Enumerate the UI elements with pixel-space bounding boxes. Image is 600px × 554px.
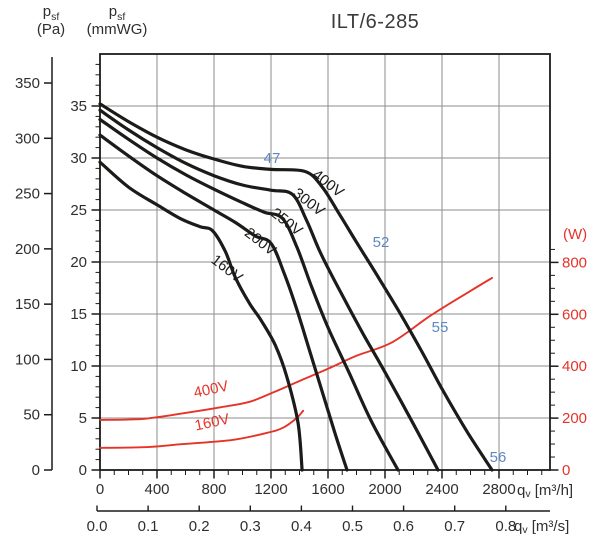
m3s-tick-label-0.7: 0.7 xyxy=(444,518,465,535)
noise-label-56: 56 xyxy=(490,449,507,466)
pressure-curves xyxy=(98,102,494,472)
mmwg-symbol: p xyxy=(108,3,118,20)
m3h-tick-label-1600: 1600 xyxy=(311,481,344,498)
watts-tick-label-800: 800 xyxy=(562,254,587,271)
pa-tick-label-0: 0 xyxy=(32,462,40,479)
mmwg-tick-label-15: 15 xyxy=(70,306,87,323)
mmwg-symbol-subscript: sf xyxy=(117,11,126,23)
mmwg-tick-label-0: 0 xyxy=(79,462,87,479)
m3s-tick-label-0.2: 0.2 xyxy=(189,518,210,535)
mmwg-tick-label-10: 10 xyxy=(70,358,87,375)
watts-tick-label-400: 400 xyxy=(562,358,587,375)
page-title: ILT/6-285 xyxy=(330,11,420,33)
mmwg-tick-label-35: 35 xyxy=(70,98,87,115)
mmwg-axis-symbol: psf xyxy=(80,3,154,23)
mmwg-tick-label-20: 20 xyxy=(70,254,87,271)
noise-label-52: 52 xyxy=(373,234,390,251)
power-curve-400v xyxy=(99,277,493,421)
pressure-curve-200v xyxy=(98,133,349,472)
m3h-tick-label-1200: 1200 xyxy=(254,481,287,498)
m3s-tick-label-0.5: 0.5 xyxy=(342,518,363,535)
m3h-axis-unit-label: qv [m³/h] xyxy=(517,482,573,500)
pressure-curve-400v xyxy=(98,102,494,472)
watts-tick-label-200: 200 xyxy=(562,410,587,427)
watts-tick-label-0: 0 xyxy=(562,462,570,479)
m3s-tick-label-0.0: 0.0 xyxy=(87,518,108,535)
m3s-tick-label-0.1: 0.1 xyxy=(138,518,159,535)
m3h-tick-label-2800: 2800 xyxy=(482,481,515,498)
m3h-tick-label-0: 0 xyxy=(96,481,104,498)
pressure-curve-160v xyxy=(98,160,304,472)
pressure-curve-250v xyxy=(98,117,400,472)
mmwg-unit-label: (mmWG) xyxy=(86,21,148,38)
pa-unit-label: (Pa) xyxy=(36,21,66,38)
mmwg-tick-label-30: 30 xyxy=(70,150,87,167)
pressure-curve-300v xyxy=(98,108,440,472)
pa-tick-label-250: 250 xyxy=(15,186,40,203)
m3s-tick-label-0.6: 0.6 xyxy=(393,518,414,535)
pa-tick-label-50: 50 xyxy=(23,407,40,424)
power-curve-label-160v: 160V xyxy=(193,411,231,435)
watts-tick-label-600: 600 xyxy=(562,306,587,323)
pa-symbol-subscript: sf xyxy=(51,11,60,23)
noise-label-47: 47 xyxy=(264,150,281,167)
watts-axis-unit-label: (W) xyxy=(563,226,587,243)
pa-tick-label-150: 150 xyxy=(15,296,40,313)
mmwg-axis-title: psf (mmWG) xyxy=(80,3,154,39)
pa-symbol: p xyxy=(42,3,52,20)
m3s-tick-label-0.3: 0.3 xyxy=(240,518,261,535)
mmwg-tick-label-5: 5 xyxy=(79,410,87,427)
power-curve-label-400v: 400V xyxy=(192,378,230,402)
axes: 0510152025303505010015020025030035002004… xyxy=(15,53,587,536)
m3h-tick-label-800: 800 xyxy=(201,481,226,498)
pa-tick-label-300: 300 xyxy=(15,130,40,147)
pa-tick-label-350: 350 xyxy=(15,75,40,92)
m3s-tick-label-0.4: 0.4 xyxy=(291,518,312,535)
mmwg-tick-label-25: 25 xyxy=(70,202,87,219)
noise-label-55: 55 xyxy=(432,319,449,336)
gridlines xyxy=(100,54,550,470)
m3s-axis-unit-label: qv [m³/s] xyxy=(514,518,569,536)
pa-tick-label-100: 100 xyxy=(15,351,40,368)
pa-axis-symbol: psf xyxy=(28,3,74,23)
m3h-tick-label-2400: 2400 xyxy=(425,481,458,498)
pressure-curve-label-200v: 200V xyxy=(241,224,279,259)
pressure-curve-label-300v: 300V xyxy=(290,185,328,220)
pa-axis-title: psf (Pa) xyxy=(28,3,74,39)
m3h-tick-label-2000: 2000 xyxy=(368,481,401,498)
pa-tick-label-200: 200 xyxy=(15,241,40,258)
m3s-tick-label-0.8: 0.8 xyxy=(495,518,516,535)
m3h-tick-label-400: 400 xyxy=(144,481,169,498)
